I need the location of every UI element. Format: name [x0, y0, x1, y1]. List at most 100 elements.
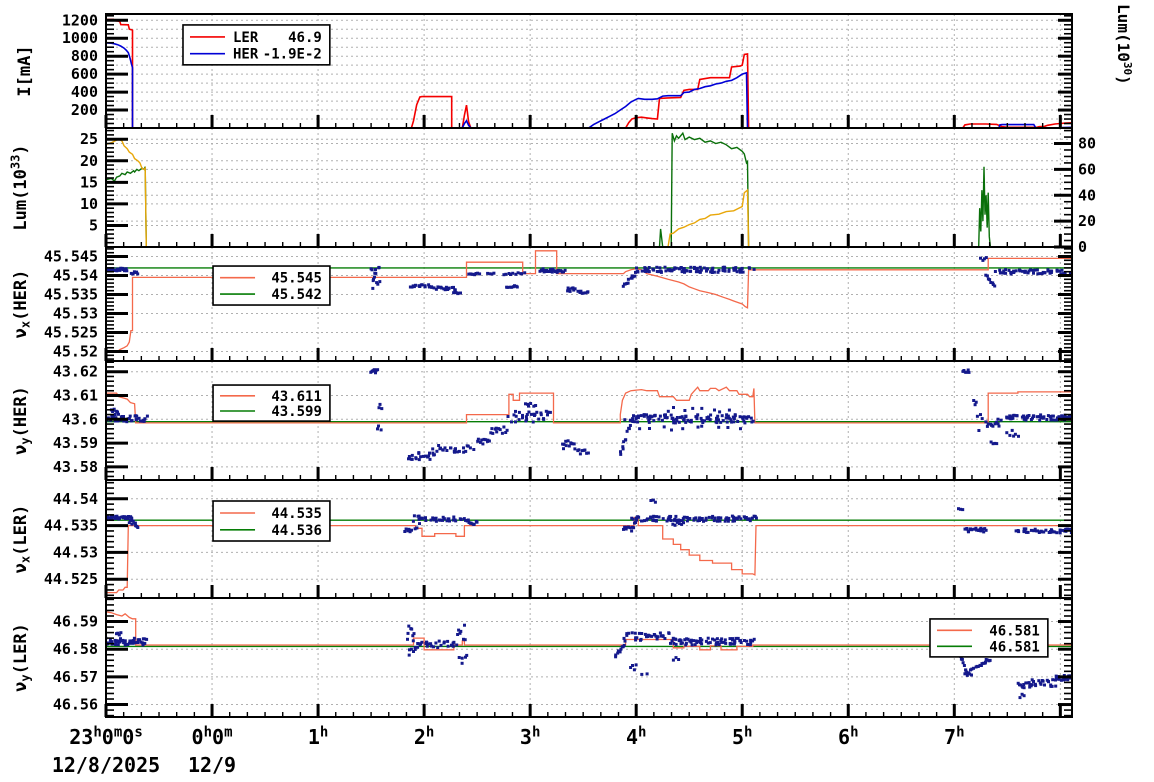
y-tick-label: 43.62 [53, 363, 98, 381]
y-tick-label: 44.53 [53, 543, 98, 561]
series-nuy-ler-set [106, 611, 1072, 651]
y-tick-label: 45.52 [53, 343, 98, 361]
panel-gridlines [106, 128, 1072, 247]
right-y-tick-label: 20 [1078, 212, 1096, 230]
y-tick-label: 1200 [62, 11, 98, 29]
legend-entry-value: 46.581 [989, 623, 1040, 639]
legend-beam-current: LER 46.9 HER -1.9E-2 [182, 24, 331, 66]
right-y-axis-title: Spec. Lum(1030​) [1114, 0, 1134, 85]
y-tick-label: 600 [71, 65, 98, 83]
panel-series [106, 611, 1072, 700]
legend-entry-value: 46.9 [288, 30, 322, 46]
y-axis-title: I[mA] [15, 45, 35, 96]
y-tick-label: 43.58 [53, 458, 98, 476]
panel-gridlines [106, 598, 1072, 717]
y-axis-title: νx​(LER) [11, 505, 32, 574]
legend-box [212, 265, 331, 306]
y-tick-label: 45.53 [53, 305, 98, 323]
y-axis-title: νy​(LER) [11, 623, 32, 692]
right-y-tick-label: 0 [1078, 238, 1087, 256]
panel-series [106, 368, 1072, 462]
right-y-tick-label: 60 [1078, 160, 1096, 178]
x-tick-label: 1h​ [308, 724, 328, 749]
series-nuy-her-measured [106, 368, 1072, 462]
panel-border [105, 597, 1073, 718]
legend-entry-value: 43.599 [271, 404, 322, 420]
legend-box [929, 618, 1049, 658]
series-nuy-her-set [106, 386, 1072, 424]
series-nux-her-measured [106, 256, 1072, 296]
legend-entry-value: 44.536 [271, 523, 322, 539]
x-tick-label: 4h​ [626, 724, 646, 749]
legend-entry-value: 44.535 [271, 506, 322, 522]
x-tick-label: 7h​ [944, 724, 964, 749]
legend-entry-label: HER [233, 47, 259, 63]
series-peak-luminosity [106, 138, 1072, 247]
panel-series [106, 131, 1072, 247]
panel-axis-ticks [104, 481, 1072, 598]
y-tick-label: 43.6 [62, 410, 98, 428]
y-tick-label: 1000 [62, 29, 98, 47]
panel-series [106, 18, 1072, 128]
series-specific-luminosity [106, 131, 992, 247]
y-tick-label: 46.57 [53, 668, 98, 686]
y-tick-label: 43.59 [53, 434, 98, 452]
y-tick-label: 45.525 [44, 324, 98, 342]
panel-axis-ticks [104, 598, 1072, 717]
x-axis-labels: 23h​0m​0s​ 0h​0m​ 1h​ 2h​ 3h​ 4h​ 5h​ 6h​ 7h​ 12/… [52, 724, 965, 777]
x-date-label: 12/8/2025 [52, 753, 160, 777]
x-tick-label: 2h​ [414, 724, 434, 749]
legend-box [212, 500, 331, 542]
y-tick-label: 44.54 [53, 490, 98, 508]
series-nuy-ler-measured [106, 623, 1072, 700]
y-tick-label: 43.61 [53, 387, 98, 405]
panel-nux-her: 45.5245.52545.5345.53545.5445.545νx​(HER… [11, 246, 1073, 362]
panel-border [105, 127, 1073, 248]
panel-series [106, 250, 1072, 353]
legend-box [182, 24, 331, 66]
legend-entry-value: 43.611 [271, 389, 322, 405]
right-y-tick-label: 80 [1078, 135, 1096, 153]
y-tick-label: 46.59 [53, 613, 98, 631]
legend-entry-value: 45.545 [271, 271, 322, 287]
y-tick-label: 45.545 [44, 248, 98, 266]
right-y-tick-label: 40 [1078, 186, 1096, 204]
y-axis-title: Lum(1033​) [9, 144, 31, 230]
y-tick-label: 46.56 [53, 696, 98, 714]
legend-entry-value: 45.542 [271, 287, 322, 303]
x-date-label: 12/9 [188, 753, 236, 777]
y-tick-label: 5 [89, 216, 98, 234]
legend-entry-value: -1.9E-2 [263, 47, 322, 63]
y-axis-title: νx​(HER) [11, 270, 32, 339]
legend-entry-value: 46.581 [989, 639, 1040, 655]
y-tick-label: 200 [71, 101, 98, 119]
y-tick-label: 15 [80, 173, 98, 191]
y-tick-label: 44.525 [44, 570, 98, 588]
x-tick-label: 23h​0m​0s​ [69, 724, 143, 749]
x-tick-label: 0h​0m​ [192, 724, 233, 749]
series-nux-ler-measured [106, 498, 1072, 535]
panel-axis-ticks [104, 129, 1072, 249]
legend-entry-label: LER [233, 30, 259, 46]
y-tick-label: 44.535 [44, 517, 98, 535]
panel-axis-ticks [104, 14, 1072, 129]
y-tick-label: 45.535 [44, 286, 98, 304]
y-axis-title: νy​(HER) [11, 386, 32, 455]
y-tick-label: 25 [80, 130, 98, 148]
y-tick-label: 800 [71, 47, 98, 65]
x-tick-label: 6h​ [838, 724, 858, 749]
y-tick-label: 46.58 [53, 640, 98, 658]
series-her-current [106, 42, 1072, 128]
panel-nux-ler: 44.52544.5344.53544.54νx​(LER)44.53544.5… [11, 479, 1073, 599]
panel-nuy-her: 43.58 43.59 43.6 43.61 43.62 νy​(HER) 43.61143… [11, 360, 1073, 481]
y-tick-label: 45.54 [53, 267, 98, 285]
y-tick-label: 400 [71, 83, 98, 101]
